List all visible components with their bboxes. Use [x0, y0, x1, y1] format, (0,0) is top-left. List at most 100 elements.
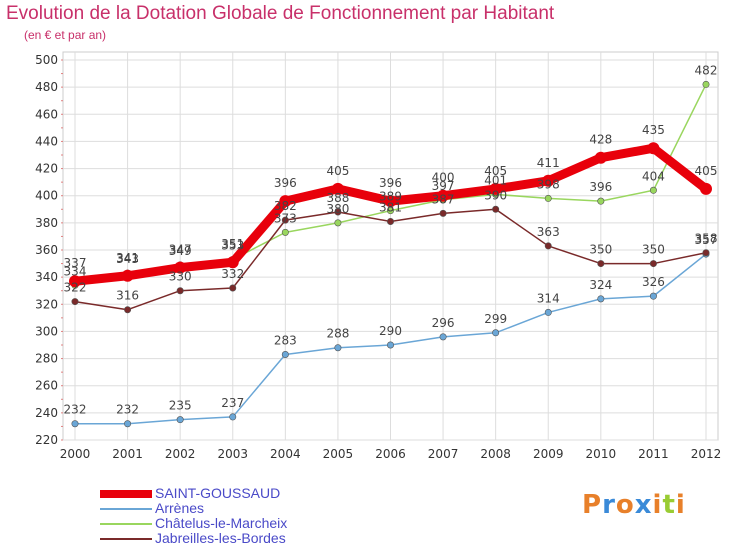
data-point	[334, 219, 342, 227]
legend-item: SAINT-GOUSSAUD	[100, 485, 400, 501]
data-point	[544, 194, 552, 202]
data-label: 390	[484, 188, 507, 202]
data-label: 435	[642, 123, 665, 137]
x-tick-label: 2002	[165, 447, 196, 461]
data-point	[594, 151, 607, 164]
data-point	[334, 208, 342, 216]
chart-legend: SAINT-GOUSSAUD Arrènes Châtelus-le-March…	[100, 485, 400, 546]
x-tick-label: 2011	[638, 447, 669, 461]
data-label: 350	[642, 243, 665, 257]
chart-title: Evolution de la Dotation Globale de Fonc…	[6, 3, 555, 24]
y-tick-label: 440	[35, 134, 58, 148]
data-point	[229, 413, 237, 421]
data-point	[281, 228, 289, 236]
data-label: 397	[432, 179, 455, 193]
x-tick-label: 2004	[270, 447, 301, 461]
logo-letter: i	[675, 490, 686, 520]
y-tick-label: 480	[35, 80, 58, 94]
data-point	[121, 269, 134, 282]
y-tick-label: 320	[35, 297, 58, 311]
data-point	[439, 333, 447, 341]
data-point	[229, 284, 237, 292]
data-point	[71, 298, 79, 306]
data-label: 351	[221, 237, 244, 251]
data-label: 363	[537, 225, 560, 239]
data-point	[647, 142, 660, 155]
data-point	[597, 197, 605, 205]
x-tick-label: 2007	[428, 447, 459, 461]
y-tick-label: 240	[35, 406, 58, 420]
y-tick-label: 420	[35, 162, 58, 176]
data-label: 358	[695, 232, 718, 246]
y-tick-label: 400	[35, 189, 58, 203]
data-label: 322	[64, 281, 87, 295]
data-point	[649, 186, 657, 194]
y-tick-label: 280	[35, 352, 58, 366]
legend-label: Jabreilles-les-Bordes	[155, 530, 286, 546]
x-tick-label: 2000	[60, 447, 91, 461]
data-point	[71, 420, 79, 428]
proxiti-logo: Proxiti	[582, 490, 686, 520]
data-label: 411	[537, 156, 560, 170]
legend-item: Jabreilles-les-Bordes	[100, 530, 400, 546]
data-point	[437, 189, 450, 202]
legend-swatch	[100, 538, 152, 540]
data-label: 232	[64, 403, 87, 417]
data-label: 396	[379, 176, 402, 190]
data-label: 405	[326, 164, 349, 178]
data-point	[124, 306, 132, 314]
data-label: 343	[116, 252, 139, 266]
logo-letter: i	[652, 490, 663, 520]
y-tick-label: 260	[35, 379, 58, 393]
data-label: 373	[274, 211, 297, 225]
data-point	[331, 182, 344, 195]
data-point	[489, 182, 502, 195]
data-point	[281, 216, 289, 224]
data-point	[597, 295, 605, 303]
data-label: 332	[221, 267, 244, 281]
y-tick-label: 380	[35, 216, 58, 230]
legend-label: SAINT-GOUSSAUD	[155, 485, 281, 501]
data-label: 349	[169, 244, 192, 258]
logo-letter: r	[602, 490, 616, 520]
data-label: 381	[379, 201, 402, 215]
data-label: 382	[274, 199, 297, 213]
y-tick-label: 500	[35, 53, 58, 67]
data-label: 237	[221, 396, 244, 410]
data-label: 283	[274, 334, 297, 348]
data-label: 398	[537, 177, 560, 191]
data-point	[386, 207, 394, 215]
data-label: 316	[116, 289, 139, 303]
data-label: 380	[326, 202, 349, 216]
data-label: 357	[695, 233, 718, 247]
logo-letter: t	[662, 490, 676, 520]
data-point	[439, 209, 447, 217]
data-point	[649, 260, 657, 268]
y-tick-label: 460	[35, 107, 58, 121]
data-point	[597, 260, 605, 268]
data-point	[700, 182, 712, 195]
data-label: 350	[589, 243, 612, 257]
data-point	[279, 195, 292, 208]
x-tick-label: 2010	[586, 447, 617, 461]
data-label: 288	[326, 327, 349, 341]
data-label: 330	[169, 270, 192, 284]
legend-label: Châtelus-le-Marcheix	[155, 515, 288, 531]
x-tick-label: 2001	[112, 447, 143, 461]
data-point	[226, 256, 239, 269]
data-point	[176, 287, 184, 295]
data-point	[542, 174, 555, 187]
data-point	[544, 308, 552, 316]
data-point	[176, 416, 184, 424]
legend-item: Arrènes	[100, 500, 400, 516]
data-label: 290	[379, 324, 402, 338]
data-point	[386, 218, 394, 226]
data-label: 400	[432, 171, 455, 185]
data-point	[281, 350, 289, 358]
data-label: 326	[642, 275, 665, 289]
legend-swatch	[100, 490, 152, 498]
y-tick-label: 300	[35, 324, 58, 338]
x-tick-label: 2006	[375, 447, 406, 461]
data-point	[492, 205, 500, 213]
